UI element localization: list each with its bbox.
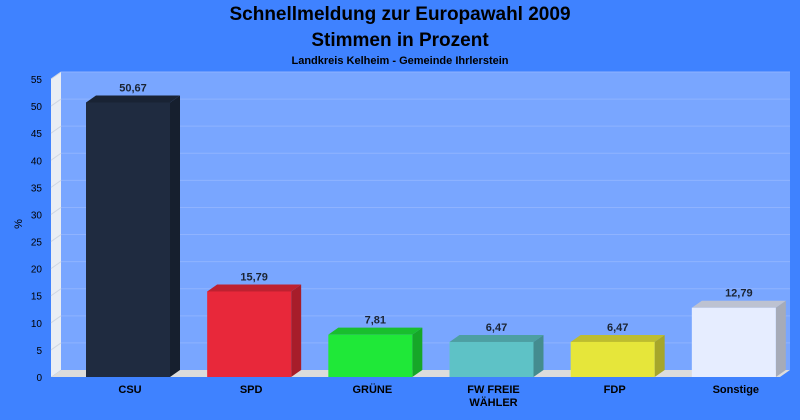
gridline-wall bbox=[50, 98, 62, 107]
y-axis-label: % bbox=[13, 219, 25, 229]
bar-front bbox=[449, 341, 534, 377]
gridline-wall bbox=[50, 288, 62, 297]
bar: 6,47 bbox=[449, 322, 544, 377]
bar-front bbox=[570, 341, 655, 377]
y-tick-label: 10 bbox=[31, 319, 43, 330]
bar-front bbox=[691, 307, 776, 377]
bar-front bbox=[86, 102, 170, 377]
gridline-wall bbox=[50, 315, 62, 324]
y-tick-label: 50 bbox=[31, 102, 43, 113]
data-label: 6,47 bbox=[607, 322, 628, 334]
data-label: 50,67 bbox=[119, 82, 147, 94]
x-tick-label: GRÜNE bbox=[352, 383, 392, 396]
bar-front bbox=[207, 291, 292, 377]
gridline-wall bbox=[50, 125, 62, 134]
x-tick-label: FW FREIE bbox=[467, 384, 520, 396]
gridline-wall bbox=[50, 342, 62, 351]
bar-side bbox=[775, 300, 786, 377]
y-tick-label: 30 bbox=[31, 210, 43, 221]
bar-top bbox=[86, 95, 180, 103]
y-tick-label: 35 bbox=[31, 183, 43, 194]
bar: 12,79 bbox=[691, 288, 786, 377]
bar-side bbox=[170, 95, 180, 377]
y-tick-label: 25 bbox=[31, 238, 43, 249]
bar-side bbox=[654, 334, 665, 377]
y-tick-label: 20 bbox=[31, 265, 43, 276]
bar-top bbox=[449, 334, 544, 342]
gridline-wall bbox=[50, 71, 62, 80]
y-tick-label: 40 bbox=[31, 156, 43, 167]
gridline-wall bbox=[50, 152, 62, 161]
gridline-wall bbox=[50, 207, 62, 215]
bar-top bbox=[207, 284, 302, 292]
bar: 50,67 bbox=[86, 82, 180, 377]
y-tick-label: 45 bbox=[31, 129, 43, 140]
data-label: 7,81 bbox=[365, 315, 386, 327]
bar-side bbox=[291, 284, 302, 377]
data-label: 15,79 bbox=[240, 271, 268, 283]
x-tick-label: FDP bbox=[604, 384, 626, 396]
data-label: 12,79 bbox=[725, 288, 753, 300]
y-tick-label: 0 bbox=[36, 373, 42, 384]
y-tick-label: 15 bbox=[31, 292, 43, 303]
data-label: 6,47 bbox=[486, 322, 507, 334]
bar-side bbox=[412, 327, 423, 377]
y-tick-label: 5 bbox=[36, 346, 42, 357]
bar-side bbox=[533, 334, 544, 377]
x-tick-label: SPD bbox=[240, 384, 263, 396]
gridline-wall bbox=[50, 179, 62, 188]
plot-back-wall bbox=[61, 72, 790, 370]
y-tick-label: 55 bbox=[31, 75, 43, 86]
bar-top bbox=[691, 300, 786, 308]
x-tick-label: CSU bbox=[118, 384, 141, 396]
x-tick-label: WÄHLER bbox=[469, 396, 517, 409]
bar-top bbox=[570, 334, 665, 342]
bar: 15,79 bbox=[207, 271, 302, 377]
gridline-wall bbox=[50, 261, 62, 270]
chart-location: Landkreis Kelheim - Gemeinde Ihrlerstein bbox=[291, 55, 509, 67]
bar-front bbox=[328, 334, 413, 377]
x-tick-label: Sonstige bbox=[713, 384, 759, 396]
bar-top bbox=[328, 327, 423, 335]
bar: 7,81 bbox=[328, 315, 423, 377]
chart-subtitle: Stimmen in Prozent bbox=[311, 30, 489, 51]
plot-left-wall bbox=[51, 72, 61, 377]
gridline-wall bbox=[50, 234, 62, 242]
bar: 6,47 bbox=[570, 322, 665, 377]
chart-title: Schnellmeldung zur Europawahl 2009 bbox=[229, 4, 571, 25]
